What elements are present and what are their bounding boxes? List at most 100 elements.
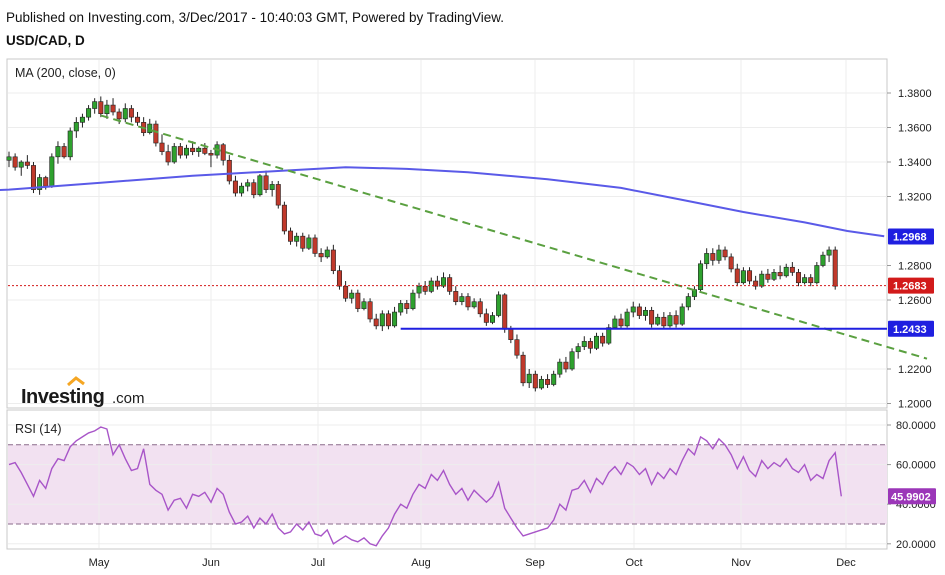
candle-body (502, 294, 508, 330)
price-tick-label: 1.2000 (898, 399, 932, 411)
candle (79, 113, 85, 128)
candle (135, 111, 141, 126)
candle (765, 268, 771, 283)
candle-body (698, 263, 704, 290)
candle-body (642, 310, 648, 316)
candle-body (275, 184, 281, 206)
investing-logo: Investing .com (21, 376, 145, 408)
candle (502, 293, 508, 333)
candle-body (171, 146, 177, 163)
candle (649, 306, 655, 328)
candle-body (618, 318, 624, 327)
candle-body (294, 235, 300, 242)
candle-body (569, 351, 575, 370)
candle (275, 180, 281, 209)
candle (428, 277, 434, 294)
candle-body (159, 142, 165, 152)
candle (251, 179, 257, 199)
time-axis: May Jun Jul Aug Sep Oct Nov Dec (89, 557, 857, 569)
candle (820, 251, 826, 268)
candle-body (18, 161, 24, 168)
candle-body (434, 280, 440, 287)
candle-body (465, 296, 471, 308)
candle-body (777, 272, 783, 277)
candle-body (612, 318, 618, 328)
candle-body (759, 273, 765, 287)
candle-body (110, 104, 116, 113)
candle (281, 201, 287, 235)
candle (459, 293, 465, 306)
candle-body (49, 156, 55, 187)
candle (288, 227, 294, 245)
candle (667, 312, 673, 328)
candle-body (783, 266, 789, 277)
candle (343, 281, 349, 302)
candle (12, 153, 18, 171)
candle-body (251, 182, 257, 196)
candle (783, 263, 789, 278)
candle-body (245, 182, 251, 187)
rsi-line (8, 426, 842, 547)
candle-body (196, 147, 202, 152)
candle-body (538, 379, 544, 389)
price-tick-label: 1.3200 (898, 192, 932, 204)
candle-body (128, 108, 134, 118)
candle-body (398, 303, 404, 313)
candle (183, 144, 189, 159)
time-tick-label: Sep (525, 557, 545, 569)
candle-body (269, 184, 275, 190)
candle (575, 343, 581, 359)
price-panel-frame (6, 58, 888, 409)
candle-body (594, 335, 600, 349)
candle-body (704, 253, 710, 265)
candle-body (86, 108, 92, 118)
candle-body (281, 204, 287, 232)
candle (98, 96, 104, 118)
candles (6, 96, 838, 392)
candle-body (630, 306, 636, 313)
candle-body (61, 146, 67, 158)
candle (551, 370, 557, 387)
candle (710, 248, 716, 266)
candle (447, 274, 453, 295)
candle (147, 118, 153, 135)
candle (465, 293, 471, 311)
candle (747, 267, 753, 285)
symbol-title: USD/CAD, D (6, 33, 85, 48)
candle-body (24, 161, 30, 166)
candle (367, 298, 373, 323)
candle (612, 315, 618, 330)
candle-body (12, 156, 18, 168)
candle-body (361, 301, 367, 309)
candle-body (422, 285, 428, 292)
candle-body (814, 265, 820, 284)
candle (355, 289, 361, 313)
ma-value-tag: 1.2968 (888, 228, 934, 245)
candle (416, 282, 422, 299)
candle (165, 144, 171, 166)
candle-body (177, 146, 183, 156)
candle (269, 180, 275, 197)
rsi-indicator-label: RSI (14) (15, 422, 62, 436)
candle-body (220, 144, 226, 161)
candle-body (30, 165, 36, 190)
candle-body (587, 341, 593, 349)
candle (557, 358, 563, 378)
candle (208, 149, 214, 168)
candle (722, 246, 728, 261)
candle-body (508, 329, 514, 340)
rsi-grid (8, 411, 887, 548)
candle-body (183, 147, 189, 156)
candle (86, 105, 92, 121)
rsi-value-label: 45.9902 (891, 491, 931, 503)
rsi-tick-label: 20.0000 (896, 539, 936, 551)
candle (196, 146, 202, 157)
candle (410, 289, 416, 311)
rsi-tick-label: 60.0000 (896, 460, 936, 472)
candle-body (6, 156, 12, 161)
candle (37, 174, 43, 195)
candle (489, 312, 495, 325)
candle (728, 253, 734, 273)
candle (698, 260, 704, 292)
candle-body (795, 272, 801, 284)
